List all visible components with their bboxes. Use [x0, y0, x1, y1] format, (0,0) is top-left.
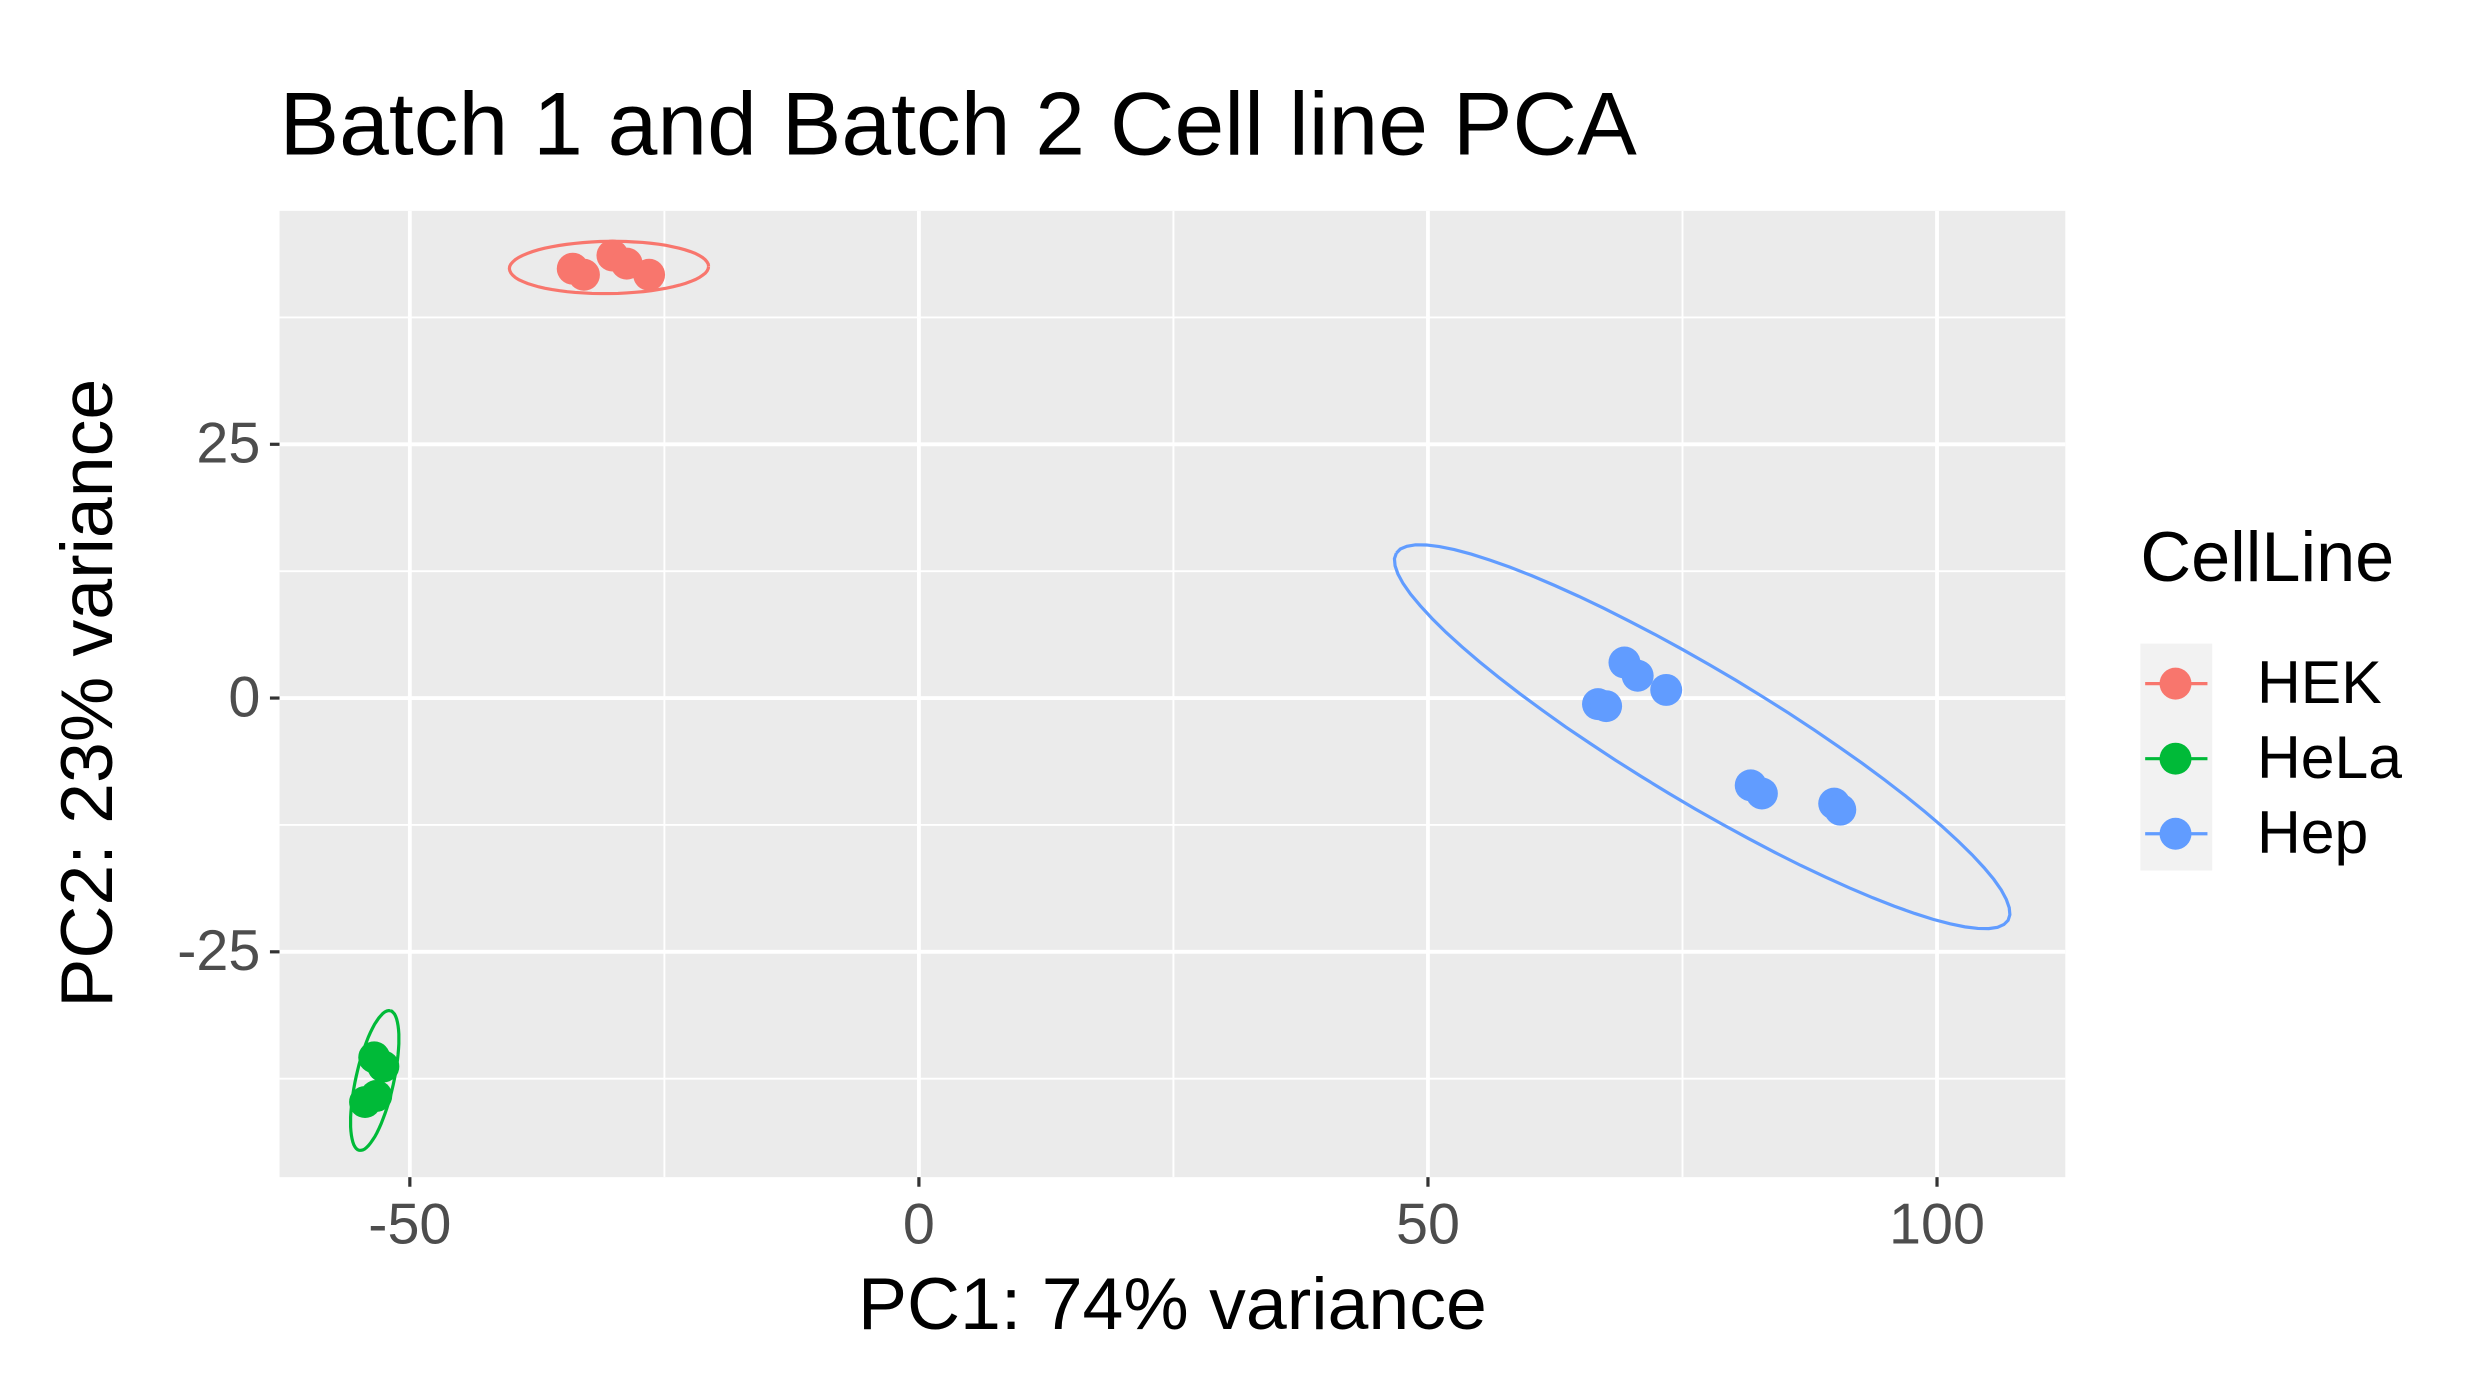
point [633, 258, 666, 291]
legend: HEK HeLa Hep [2140, 643, 2402, 871]
chart-title: Batch 1 and Batch 2 Cell line PCA [280, 74, 1638, 174]
point [1621, 659, 1654, 692]
x-tick-label: 50 [1396, 1192, 1460, 1256]
point [367, 1050, 400, 1083]
x-tick-label: 0 [903, 1192, 935, 1256]
y-tick-label: -25 [177, 919, 260, 983]
legend-label: HEK [2257, 648, 2382, 716]
point [1590, 690, 1623, 723]
legend-key-point [2159, 742, 2192, 775]
ellipse [507, 239, 711, 296]
point [1745, 777, 1778, 810]
x-tick-label: 100 [1889, 1192, 1985, 1256]
legend-label: HeLa [2257, 723, 2402, 791]
point [1650, 673, 1683, 706]
legend-label: Hep [2257, 798, 2368, 866]
ellipse [349, 1008, 401, 1152]
point [1824, 793, 1857, 826]
legend-title: CellLine [2140, 517, 2394, 596]
x-tick-label: -50 [368, 1192, 451, 1256]
point [567, 258, 600, 291]
legend-key-point [2159, 817, 2192, 850]
legend-key-point [2159, 667, 2192, 700]
x-axis-title: PC1: 74% variance [858, 1262, 1487, 1345]
ellipse [1392, 543, 2012, 931]
y-axis-title: PC2: 23% variance [45, 379, 128, 1008]
y-tick-label: 25 [196, 412, 260, 476]
point [360, 1079, 393, 1112]
y-tick-label: 0 [228, 665, 260, 729]
marks [349, 239, 2012, 1152]
plot-panel [279, 210, 2066, 1178]
